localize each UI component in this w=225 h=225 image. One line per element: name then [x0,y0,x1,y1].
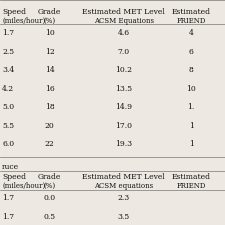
Text: 2.3: 2.3 [118,194,130,202]
Text: 0.5: 0.5 [43,213,56,221]
Text: 4: 4 [189,29,194,37]
Text: 1.7: 1.7 [2,29,14,37]
Text: 0.0: 0.0 [43,194,56,202]
Text: 4.2: 4.2 [2,85,14,93]
Text: 1.: 1. [188,103,195,111]
Text: Speed: Speed [2,8,26,16]
Text: 17.0: 17.0 [115,122,132,130]
Text: ACSM equations: ACSM equations [94,182,153,190]
Text: 10.2: 10.2 [115,66,132,74]
Text: FRIEND: FRIEND [177,182,206,190]
Text: (%): (%) [43,182,56,190]
Text: 5.0: 5.0 [2,103,14,111]
Text: Grade: Grade [38,173,61,181]
Text: Estimated MET Level: Estimated MET Level [82,173,165,181]
Text: 6: 6 [189,48,194,56]
Text: 1: 1 [189,122,194,130]
Text: 13.5: 13.5 [115,85,132,93]
Text: 4.6: 4.6 [118,29,130,37]
Text: 14.9: 14.9 [115,103,132,111]
Text: 19.3: 19.3 [115,140,132,148]
Text: (miles/hour): (miles/hour) [2,17,45,25]
Text: (%): (%) [43,17,56,25]
Text: 1.7: 1.7 [2,194,14,202]
Text: 22: 22 [45,140,54,148]
Text: 7.0: 7.0 [118,48,130,56]
Text: FRIEND: FRIEND [177,17,206,25]
Text: 18: 18 [45,103,54,111]
Text: 2.5: 2.5 [2,48,14,56]
Text: ruce: ruce [2,163,19,171]
Text: 3.4: 3.4 [2,66,14,74]
Text: 16: 16 [45,85,54,93]
Text: 1: 1 [189,140,194,148]
Text: 3.5: 3.5 [118,213,130,221]
Text: ACSM Equations: ACSM Equations [94,17,154,25]
Text: (miles/hour): (miles/hour) [2,182,45,190]
Text: Estimated: Estimated [172,8,211,16]
Text: 8: 8 [189,66,194,74]
Text: 6.0: 6.0 [2,140,14,148]
Text: 20: 20 [45,122,54,130]
Text: 14: 14 [45,66,54,74]
Text: 5.5: 5.5 [2,122,14,130]
Text: Estimated MET Level: Estimated MET Level [82,8,165,16]
Text: Speed: Speed [2,173,26,181]
Text: Estimated: Estimated [172,173,211,181]
Text: 10: 10 [186,85,196,93]
Text: Grade: Grade [38,8,61,16]
Text: 12: 12 [45,48,54,56]
Text: 10: 10 [45,29,54,37]
Text: 1.7: 1.7 [2,213,14,221]
